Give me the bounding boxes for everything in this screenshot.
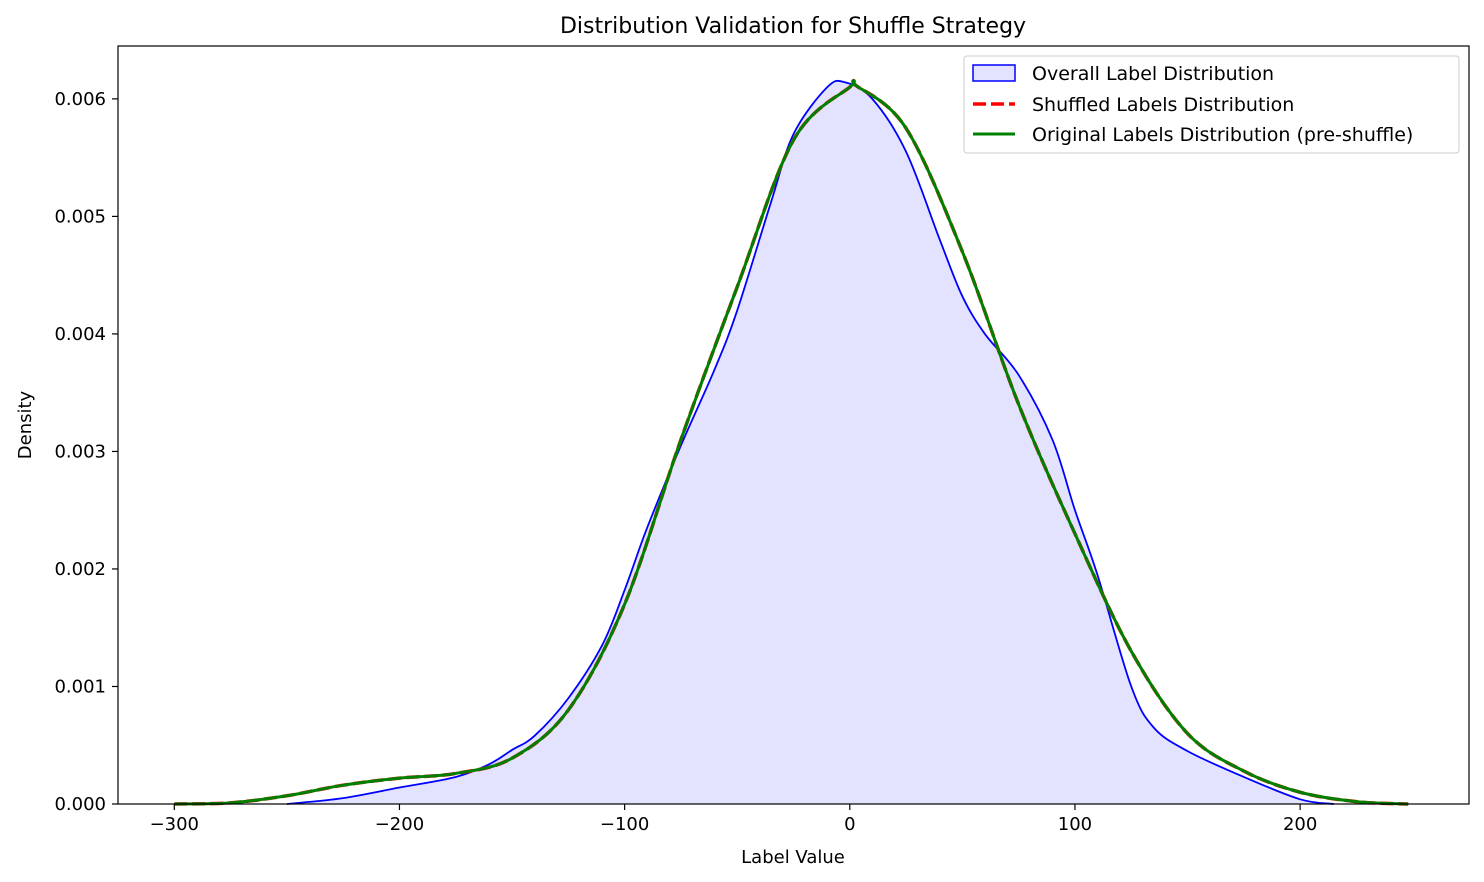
x-tick-label: −200 (375, 814, 424, 835)
legend-label-shuffled: Shuffled Labels Distribution (1032, 94, 1294, 116)
legend-swatch-overall (972, 64, 1016, 82)
y-axis-ticks: 0.000 0.001 0.002 0.003 0.004 0.005 0.006 (54, 89, 118, 815)
legend-label-overall: Overall Label Distribution (1032, 63, 1274, 85)
y-tick-label: 0.000 (54, 794, 106, 815)
series-overall-curve (286, 79, 1335, 805)
y-tick-label: 0.001 (54, 676, 106, 697)
legend-box (963, 55, 1460, 154)
y-tick-label: 0.005 (54, 206, 106, 227)
series-overall-fill (286, 80, 1334, 804)
legend: Overall Label Distribution Shuffled Labe… (963, 55, 1460, 154)
x-tick-label: −300 (150, 814, 199, 835)
chart-title: Distribution Validation for Shuffle Stra… (560, 14, 1026, 39)
x-tick-label: 200 (1283, 814, 1317, 835)
x-tick-label: 100 (1058, 814, 1092, 835)
x-tick-label: 0 (844, 814, 855, 835)
x-axis-label: Label Value (741, 847, 845, 868)
plot-series (174, 78, 1409, 806)
y-tick-label: 0.006 (54, 89, 106, 110)
x-axis-ticks: −300 −200 −100 0 100 200 (150, 804, 1317, 835)
y-tick-label: 0.004 (54, 324, 106, 345)
y-tick-label: 0.003 (54, 441, 106, 462)
x-tick-label: −100 (600, 814, 649, 835)
series-original-curve (174, 79, 1409, 806)
legend-label-original: Original Labels Distribution (pre-shuffl… (1032, 124, 1413, 146)
y-tick-label: 0.002 (54, 559, 106, 580)
y-axis-label: Density (15, 390, 36, 459)
axes-frame (117, 45, 1470, 805)
